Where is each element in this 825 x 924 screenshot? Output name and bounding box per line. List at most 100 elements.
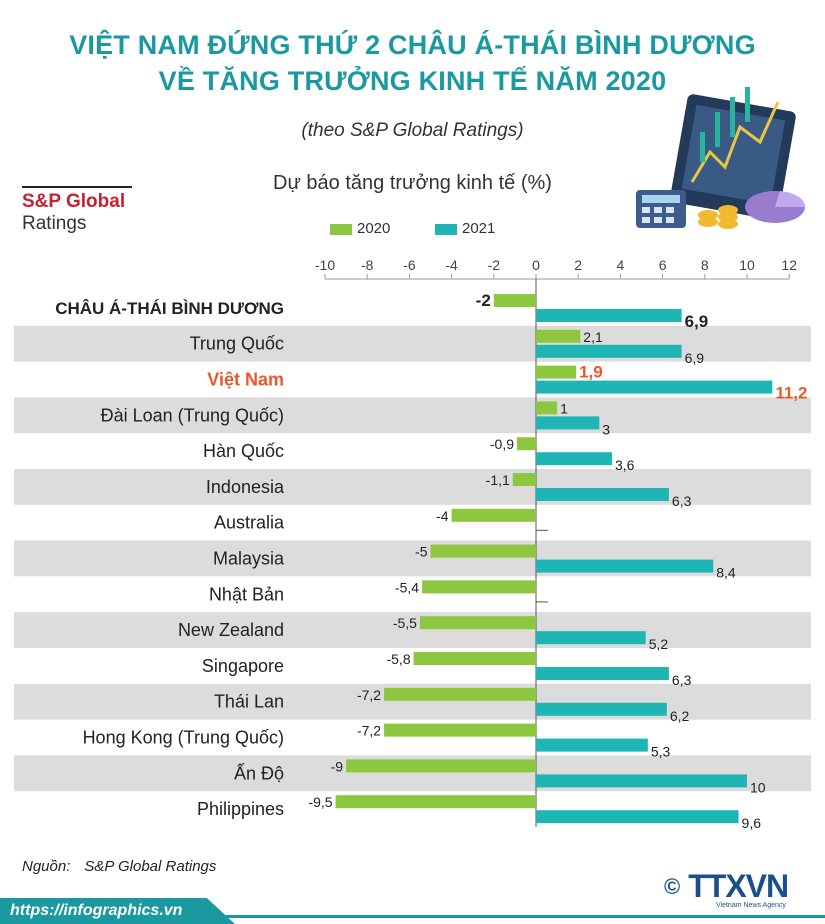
- x-tick-label: 12: [781, 257, 797, 273]
- category-label: Philippines: [197, 799, 284, 819]
- category-label: Việt Nam: [207, 370, 284, 390]
- data-label-2021: 9,6: [742, 815, 762, 830]
- growth-forecast-chart: -10 -8 -6 -4 -2 0 2 4 6 8 10 12 CHÂU Á-THÁI BÌNH DƯƠ…: [14, 257, 811, 830]
- bar-2020: [419, 616, 536, 630]
- bar-2021: [536, 738, 648, 752]
- sp-global-brand: S&P Global Ratings: [22, 186, 132, 235]
- legend-item-2020: 2020: [330, 220, 390, 237]
- bar-2020: [430, 544, 536, 558]
- bar-2021: [536, 380, 773, 394]
- bar-2021: [536, 702, 667, 716]
- category-label: Hong Kong (Trung Quốc): [83, 728, 284, 748]
- data-label-2020: -5,4: [395, 579, 419, 595]
- data-label-2021: 10: [750, 779, 766, 795]
- data-label-2020: -7,2: [357, 723, 381, 739]
- bar-2020: [346, 759, 536, 773]
- x-tick-label: 8: [701, 257, 709, 273]
- bar-2020: [384, 687, 536, 701]
- bar-2020: [451, 508, 536, 522]
- legend-swatch-2021: [435, 223, 457, 235]
- bar-2020: [493, 294, 536, 307]
- data-label-2020: -4: [436, 508, 449, 524]
- page-title-line-2: VỀ TĂNG TRƯỞNG KINH TẾ NĂM 2020: [158, 66, 667, 96]
- category-label: New Zealand: [178, 620, 284, 640]
- data-label-2020: -9,5: [308, 794, 332, 810]
- category-label: Đài Loan (Trung Quốc): [101, 405, 284, 425]
- source-name: S&P Global Ratings: [84, 858, 217, 875]
- data-label-2020: -7,2: [357, 687, 381, 703]
- bar-2021: [536, 667, 669, 680]
- bar-2021: [536, 774, 747, 788]
- brand-sub: Ratings: [22, 213, 87, 234]
- bar-2020: [536, 401, 558, 415]
- data-label-2020: -5,8: [386, 651, 410, 667]
- bar-2020: [384, 723, 536, 737]
- ttxvn-wordmark: TTXVN: [688, 868, 789, 904]
- x-tick-label: 0: [532, 257, 540, 273]
- bar-2021: [536, 488, 669, 501]
- data-label-2020: 1,9: [579, 363, 603, 382]
- legend-swatch-2020: [330, 223, 352, 235]
- bar-2021: [536, 631, 646, 645]
- legend-label-2020: 2020: [357, 220, 391, 237]
- bar-2020: [517, 437, 536, 451]
- bar-2021: [536, 559, 714, 573]
- row-band: [14, 612, 811, 648]
- data-label-2021: 8,4: [716, 565, 736, 581]
- category-label: CHÂU Á-THÁI BÌNH DƯƠNG: [55, 299, 284, 318]
- x-tick-label: -10: [315, 257, 335, 273]
- data-label-2020: -2: [476, 291, 491, 310]
- category-label: Hàn Quốc: [203, 441, 284, 461]
- data-label-2021: 5,2: [649, 636, 669, 652]
- data-label-2020: -5: [415, 544, 428, 560]
- data-label-2021: 5,3: [651, 744, 671, 760]
- data-label-2020: -1,1: [486, 472, 510, 488]
- category-label: Australia: [214, 513, 285, 533]
- data-label-2021: 6,9: [685, 350, 705, 366]
- category-label: Malaysia: [213, 549, 285, 569]
- data-label-2021: 6,2: [670, 708, 690, 724]
- category-label: Singapore: [202, 656, 284, 676]
- bar-2020: [422, 580, 536, 594]
- category-label: Ấn Độ: [234, 762, 284, 783]
- page-subtitle: (theo S&P Global Ratings): [301, 120, 524, 141]
- x-tick-label: -4: [445, 257, 458, 273]
- x-tick-label: 6: [659, 257, 667, 273]
- data-label-2020: -0,9: [490, 436, 514, 452]
- data-label-2021: 6,3: [672, 493, 692, 509]
- x-tick-label: 10: [739, 257, 755, 273]
- bar-2021: [536, 309, 682, 322]
- bar-2020: [335, 795, 536, 809]
- brand-rule: [22, 186, 132, 188]
- source-note: Nguồn: S&P Global Ratings: [22, 858, 216, 875]
- x-tick-label: -6: [403, 257, 416, 273]
- ttxvn-logo: © TTXVN Vietnam News Agency: [664, 868, 789, 909]
- ttxvn-tagline: Vietnam News Agency: [716, 902, 786, 909]
- page-title-line-1: VIỆT NAM ĐỨNG THỨ 2 CHÂU Á-THÁI BÌNH DƯƠ…: [69, 30, 756, 60]
- x-tick-label: -8: [361, 257, 374, 273]
- category-label: Nhật Bản: [209, 584, 284, 604]
- bar-2020: [413, 652, 536, 665]
- category-label: Thái Lan: [214, 692, 284, 712]
- data-label-2021: 6,9: [685, 312, 709, 331]
- bar-2021: [536, 344, 682, 358]
- bar-2021: [536, 810, 739, 824]
- x-tick-label: 4: [617, 257, 625, 273]
- chart-title: Dự báo tăng trưởng kinh tế (%): [273, 172, 552, 194]
- bar-2020: [536, 365, 577, 379]
- brand-name: S&P Global: [22, 191, 126, 212]
- data-label-2021: 3,6: [615, 457, 635, 473]
- data-label-2021: 11,2: [775, 384, 807, 403]
- category-label: Indonesia: [206, 477, 285, 497]
- row-band: [14, 397, 811, 434]
- row-band: [14, 469, 811, 505]
- x-tick-label: 2: [574, 257, 582, 273]
- footer-url[interactable]: https://infographics.vn: [0, 898, 235, 924]
- data-label-2020: -9: [331, 758, 344, 774]
- legend-label-2021: 2021: [462, 220, 496, 237]
- data-label-2020: 1: [560, 400, 568, 416]
- source-label: Nguồn:: [22, 858, 71, 875]
- bar-2021: [536, 416, 600, 430]
- bar-2020: [536, 329, 581, 343]
- data-label-2020: 2,1: [583, 329, 603, 345]
